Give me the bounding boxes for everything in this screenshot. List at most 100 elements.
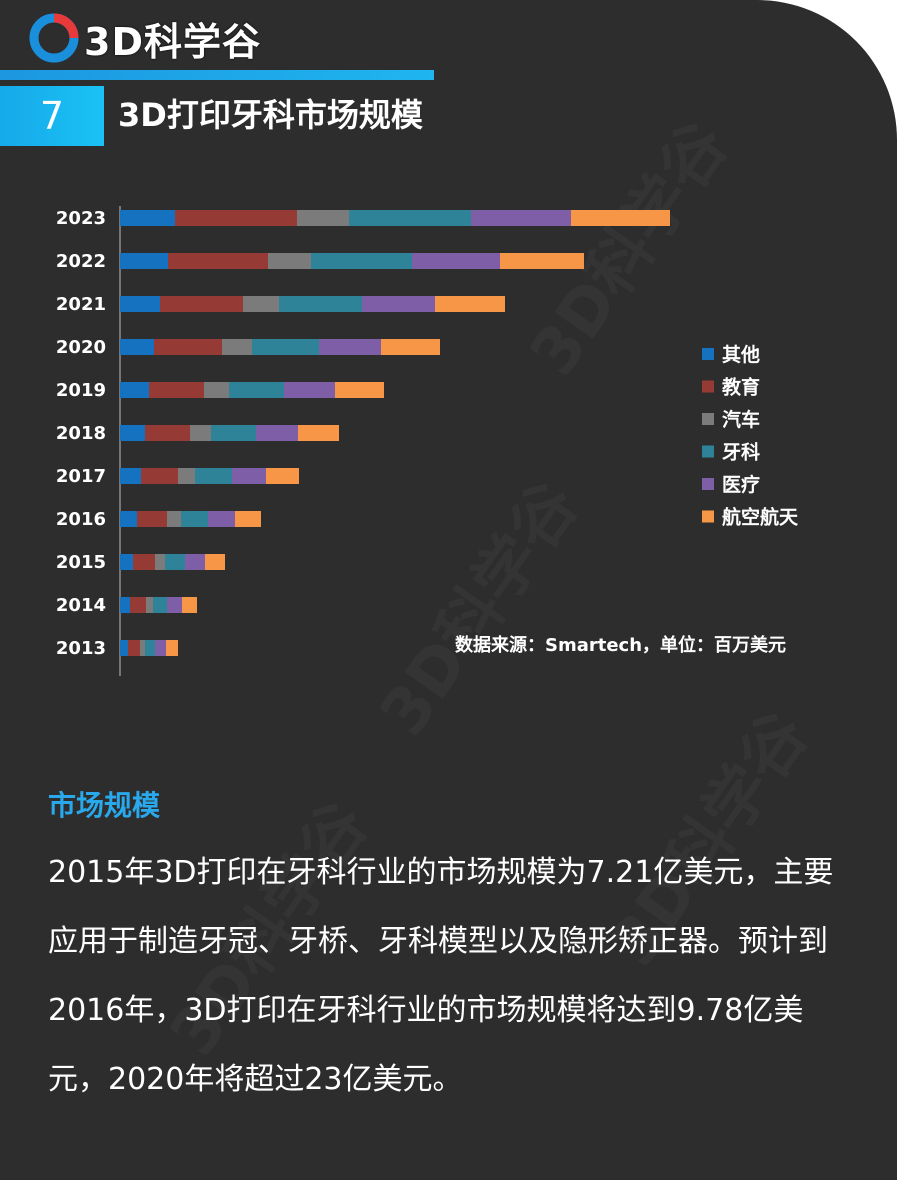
bar-segment — [166, 640, 178, 656]
y-tick-label: 2022 — [56, 251, 106, 272]
bar-segment — [149, 382, 204, 398]
legend-label: 汽车 — [722, 408, 760, 431]
y-tick-label: 2013 — [56, 638, 106, 659]
bar-segment — [471, 210, 571, 226]
bar-segment — [120, 640, 128, 656]
brand-logo: 3D科学谷 — [28, 8, 261, 68]
bar-segment — [137, 511, 167, 527]
bar-segment — [120, 339, 154, 355]
bar-segment — [182, 597, 197, 613]
header-divider — [0, 70, 434, 80]
body-paragraph: 2015年3D打印在牙科行业的市场规模为7.21亿美元，主要应用于制造牙冠、牙桥… — [48, 855, 834, 1097]
legend-label: 教育 — [722, 376, 760, 399]
y-tick-label: 2018 — [56, 423, 106, 444]
bar-segment — [319, 339, 381, 355]
legend-label: 牙科 — [722, 441, 760, 464]
bar-segment — [120, 425, 145, 441]
legend-swatch — [702, 510, 714, 523]
y-tick-label: 2016 — [56, 509, 106, 530]
bar-segment — [154, 339, 222, 355]
bar-segment — [165, 554, 185, 570]
bar-segment — [195, 468, 232, 484]
bar-segment — [266, 468, 299, 484]
bar-segment — [381, 339, 440, 355]
stacked-bar-chart: 2023 2022 2021 2020 2019 2018 2017 2016 2015 2014… — [56, 206, 799, 676]
legend-swatch — [702, 478, 714, 490]
bar-segment — [145, 425, 190, 441]
y-tick-label: 2019 — [56, 380, 106, 401]
bar-segment — [335, 382, 384, 398]
section-number: 7 — [39, 94, 65, 138]
y-tick-label: 2023 — [56, 208, 106, 229]
y-tick-label: 2015 — [56, 552, 106, 573]
bar-segment — [133, 554, 155, 570]
legend-swatch — [702, 413, 714, 425]
bar-segment — [362, 296, 435, 312]
bar-segment — [297, 210, 349, 226]
bar-segment — [178, 468, 195, 484]
chart-source-note: 数据来源：Smartech，单位：百万美元 — [455, 634, 786, 656]
y-tick-label: 2017 — [56, 466, 106, 487]
bar-segment — [229, 382, 284, 398]
bar-segment — [211, 425, 256, 441]
bar-segment — [155, 640, 166, 656]
bar-segment — [120, 511, 137, 527]
brand-name: 3D科学谷 — [84, 19, 261, 64]
bar-segment — [208, 511, 235, 527]
bar-segment — [128, 640, 140, 656]
bar-segment — [232, 468, 266, 484]
bar-segment — [140, 640, 145, 656]
section-title: 3D打印牙科市场规模 — [118, 96, 423, 134]
body-heading: 市场规模 — [48, 789, 161, 822]
bar-segment — [222, 339, 252, 355]
bar-segment — [256, 425, 298, 441]
bar-segment — [120, 554, 133, 570]
bar-segment — [120, 253, 168, 269]
bar-segment — [160, 296, 243, 312]
legend-swatch — [702, 380, 714, 393]
bar-segment — [167, 597, 182, 613]
bar-segment — [153, 597, 167, 613]
y-tick-label: 2021 — [56, 294, 106, 315]
y-tick-label: 2014 — [56, 595, 106, 616]
bar-segment — [146, 597, 153, 613]
bar-segment — [120, 468, 141, 484]
bar-segment — [175, 210, 297, 226]
bar-segment — [311, 253, 412, 269]
section-number-badge: 7 — [0, 86, 104, 146]
bar-segment — [141, 468, 178, 484]
bar-segment — [284, 382, 335, 398]
legend-label: 航空航天 — [722, 506, 799, 529]
bar-segment — [168, 253, 268, 269]
bar-segment — [205, 554, 225, 570]
bar-segment — [500, 253, 584, 269]
bar-segment — [185, 554, 205, 570]
bar-segment — [235, 511, 261, 527]
bar-segment — [181, 511, 208, 527]
bar-segment — [204, 382, 229, 398]
brand-ring-icon — [29, 13, 79, 63]
bar-segment — [190, 425, 211, 441]
bar-segment — [130, 597, 146, 613]
bar-segment — [120, 382, 149, 398]
bar-segment — [298, 425, 339, 441]
bar-segment — [155, 554, 165, 570]
y-tick-label: 2020 — [56, 337, 106, 358]
bar-segment — [279, 296, 362, 312]
bar-segment — [571, 210, 670, 226]
bar-segment — [349, 210, 471, 226]
legend-label: 其他 — [722, 343, 760, 366]
bar-segment — [268, 253, 311, 269]
legend-swatch — [702, 445, 714, 458]
bar-segment — [120, 597, 130, 613]
bar-segment — [145, 640, 155, 656]
bar-segment — [120, 296, 160, 312]
legend-label: 医疗 — [722, 473, 760, 496]
bar-segment — [435, 296, 505, 312]
bar-segment — [243, 296, 279, 312]
bar-segment — [167, 511, 181, 527]
legend-swatch — [702, 348, 714, 360]
bar-segment — [412, 253, 500, 269]
bar-segment — [120, 210, 175, 226]
